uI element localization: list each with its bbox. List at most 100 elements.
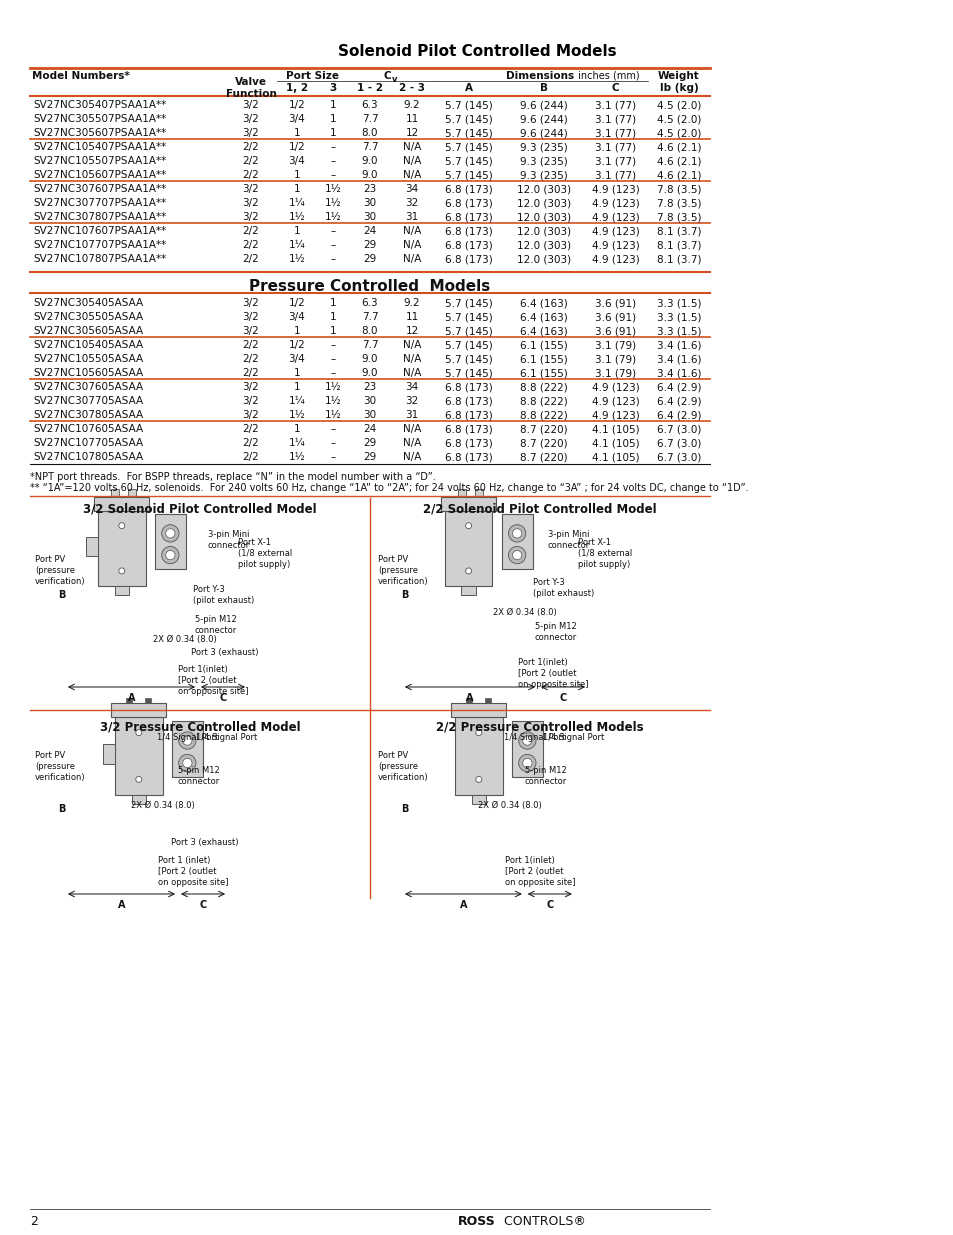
Text: 1/4 Signal Port: 1/4 Signal Port <box>195 734 257 742</box>
Bar <box>471 795 485 804</box>
Circle shape <box>178 755 195 772</box>
Circle shape <box>508 546 525 563</box>
Circle shape <box>522 736 532 745</box>
Text: 5.7 (145): 5.7 (145) <box>445 354 493 364</box>
Text: 3.1 (77): 3.1 (77) <box>595 142 636 152</box>
Text: 3/2: 3/2 <box>242 184 259 194</box>
Text: 9.0: 9.0 <box>361 156 377 165</box>
Text: 8.7 (220): 8.7 (220) <box>519 438 567 448</box>
Text: 9.6 (244): 9.6 (244) <box>519 128 567 138</box>
Bar <box>132 795 146 804</box>
Text: 3/2: 3/2 <box>242 396 259 406</box>
Text: 1¼: 1¼ <box>289 438 305 448</box>
Text: 3.3 (1.5): 3.3 (1.5) <box>656 326 700 336</box>
Text: 4.9 (123): 4.9 (123) <box>591 382 639 391</box>
Text: 1½: 1½ <box>324 396 341 406</box>
Text: 3/2: 3/2 <box>242 100 259 110</box>
Text: N/A: N/A <box>402 354 420 364</box>
Text: 34: 34 <box>405 184 418 194</box>
Circle shape <box>166 551 174 559</box>
Text: 29: 29 <box>363 452 376 462</box>
Text: SV27NC305407PSAA1A**: SV27NC305407PSAA1A** <box>33 100 166 110</box>
Text: 3.1 (77): 3.1 (77) <box>595 128 636 138</box>
Text: B: B <box>401 590 408 600</box>
Text: 3: 3 <box>329 83 336 93</box>
Text: 8.1 (3.7): 8.1 (3.7) <box>656 226 700 236</box>
Text: 1½: 1½ <box>324 410 341 420</box>
Text: C: C <box>611 83 618 93</box>
Text: 3/2: 3/2 <box>242 114 259 124</box>
Text: 1½: 1½ <box>289 452 305 462</box>
Text: ROSS: ROSS <box>457 1215 496 1228</box>
Text: 5.7 (145): 5.7 (145) <box>445 170 493 180</box>
Text: 1: 1 <box>330 128 336 138</box>
Text: *NPT port threads.  For BSPP threads, replace “N” in the model number with a “D”: *NPT port threads. For BSPP threads, rep… <box>30 472 436 482</box>
Text: A: A <box>459 900 467 910</box>
Circle shape <box>518 732 536 750</box>
Text: 7.7: 7.7 <box>361 312 378 322</box>
Text: 1: 1 <box>294 226 300 236</box>
Text: 6.8 (173): 6.8 (173) <box>445 212 493 222</box>
Text: 3/2 Solenoid Pilot Controlled Model: 3/2 Solenoid Pilot Controlled Model <box>83 503 316 516</box>
Text: Port X-1
(1/8 external
pilot supply): Port X-1 (1/8 external pilot supply) <box>237 538 292 569</box>
Text: 1: 1 <box>294 424 300 433</box>
Text: 3.3 (1.5): 3.3 (1.5) <box>656 298 700 308</box>
Text: inches (mm): inches (mm) <box>575 70 639 82</box>
Bar <box>128 489 136 496</box>
Text: 1¼: 1¼ <box>289 396 305 406</box>
Text: 1: 1 <box>330 114 336 124</box>
Text: 6.7 (3.0): 6.7 (3.0) <box>656 424 700 433</box>
Text: 11: 11 <box>405 312 418 322</box>
Text: 4.5 (2.0): 4.5 (2.0) <box>656 100 700 110</box>
Text: SV27NC105507PSAA1A**: SV27NC105507PSAA1A** <box>33 156 166 165</box>
Circle shape <box>518 755 536 772</box>
Text: SV27NC305505ASAA: SV27NC305505ASAA <box>33 312 143 322</box>
Bar <box>126 698 132 703</box>
Text: Port 1(inlet)
[Port 2 (outlet
on opposite site]: Port 1(inlet) [Port 2 (outlet on opposit… <box>504 856 575 887</box>
Text: 3.4 (1.6): 3.4 (1.6) <box>656 368 700 378</box>
Text: 4.9 (123): 4.9 (123) <box>591 226 639 236</box>
Text: 2/2: 2/2 <box>242 340 259 350</box>
Text: 9.0: 9.0 <box>361 368 377 378</box>
Text: 8.7 (220): 8.7 (220) <box>519 452 567 462</box>
Text: 24: 24 <box>363 424 376 433</box>
Text: 4.9 (123): 4.9 (123) <box>591 240 639 249</box>
Text: 2/2: 2/2 <box>242 354 259 364</box>
Text: 4.1 (105): 4.1 (105) <box>591 452 639 462</box>
Bar <box>501 514 532 568</box>
Text: 4.9 (123): 4.9 (123) <box>591 212 639 222</box>
Text: 1½: 1½ <box>324 382 341 391</box>
Text: 11: 11 <box>405 114 418 124</box>
Bar <box>475 489 482 496</box>
Text: 3/2: 3/2 <box>242 326 259 336</box>
Bar <box>112 489 119 496</box>
Text: 12: 12 <box>405 128 418 138</box>
Circle shape <box>135 730 142 736</box>
Text: 3/4: 3/4 <box>289 156 305 165</box>
Text: 3/4: 3/4 <box>289 114 305 124</box>
Text: 5.7 (145): 5.7 (145) <box>445 326 493 336</box>
Text: 3.4 (1.6): 3.4 (1.6) <box>656 340 700 350</box>
Text: SV27NC305607PSAA1A**: SV27NC305607PSAA1A** <box>33 128 166 138</box>
Text: 9.2: 9.2 <box>403 298 420 308</box>
Text: 3-pin Mini
connector: 3-pin Mini connector <box>208 530 250 550</box>
Text: 6.8 (173): 6.8 (173) <box>445 452 493 462</box>
Text: 2/2: 2/2 <box>242 368 259 378</box>
Text: –: – <box>330 368 335 378</box>
Text: Weight: Weight <box>658 70 700 82</box>
Text: 3.1 (77): 3.1 (77) <box>595 100 636 110</box>
Text: Model Numbers*: Model Numbers* <box>32 70 130 82</box>
Text: 6.1 (155): 6.1 (155) <box>519 354 567 364</box>
Text: 1½: 1½ <box>289 410 305 420</box>
Text: 12.0 (303): 12.0 (303) <box>517 240 571 249</box>
Circle shape <box>465 522 471 529</box>
Text: 3.1 (77): 3.1 (77) <box>595 156 636 165</box>
Text: 30: 30 <box>363 396 376 406</box>
Text: C: C <box>383 70 391 82</box>
Text: 24: 24 <box>363 226 376 236</box>
Text: 3.1 (79): 3.1 (79) <box>595 354 636 364</box>
Circle shape <box>119 568 125 574</box>
Text: 9.6 (244): 9.6 (244) <box>519 100 567 110</box>
Text: 3.4 (1.6): 3.4 (1.6) <box>656 354 700 364</box>
Text: 2/2 Pressure Controlled Models: 2/2 Pressure Controlled Models <box>436 720 643 734</box>
